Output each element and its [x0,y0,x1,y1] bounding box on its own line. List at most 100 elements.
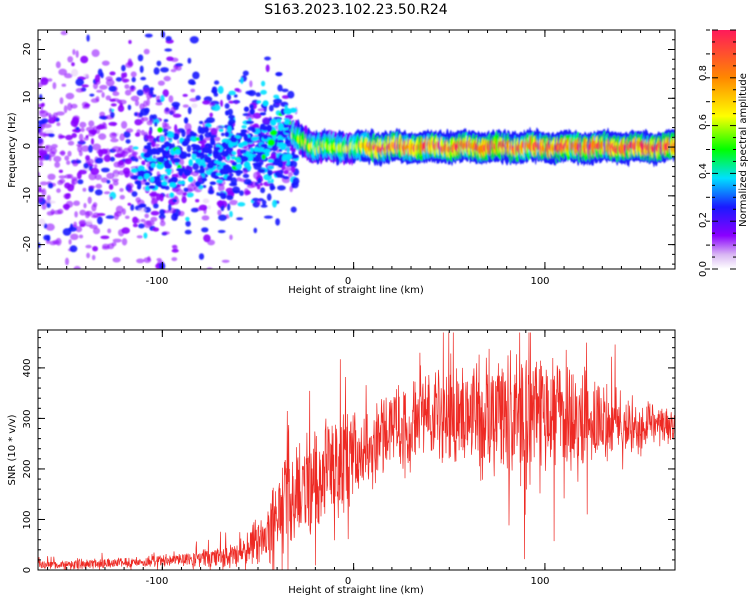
heatmap-cell [199,152,204,160]
snr-series-line [38,332,675,570]
heatmap-cell [270,185,276,190]
heatmap-cell [59,151,66,155]
heatmap-cell [52,210,62,215]
heatmap-cell [156,147,165,153]
heatmap-cell [205,158,212,164]
heatmap-cell [181,167,186,173]
heatmap-cell [96,150,103,154]
snr-ytick-label: 0 [22,567,33,573]
heatmap-cell [94,74,101,83]
heatmap-cell [236,217,244,221]
heatmap-cell [67,140,75,146]
heatmap-cell [186,144,192,153]
heatmap-cell [125,215,130,219]
heatmap-cell [277,124,284,131]
heatmap-cell [277,84,283,92]
heatmap-cell [62,203,70,210]
heatmap-cell [284,166,292,172]
heatmap-cell [213,146,221,151]
heatmap-cell [80,55,89,64]
heatmap-cell [65,134,73,141]
heatmap-cell [57,133,63,140]
heatmap-cell [226,194,234,201]
heatmap-cell [207,205,211,210]
heatmap-cell [136,129,141,134]
heatmap-cell [146,98,150,107]
heatmap-cell [152,114,158,120]
heatmap-cell [153,203,159,209]
heatmap-cell [260,143,268,148]
heatmap-xtick-label: 0 [345,276,351,287]
snr-panel: -100 0 100 0 100 200 300 400 Height of s… [7,329,676,596]
heatmap-cell [291,154,299,159]
heatmap-cell [44,129,54,134]
heatmap-cell [190,136,198,142]
heatmap-cell [242,70,249,76]
heatmap-cell [40,151,48,157]
heatmap-cell [195,158,201,164]
heatmap-xtick-label: 100 [530,276,549,287]
heatmap-cell [94,189,103,196]
heatmap-cell [226,175,233,181]
heatmap-cell [218,128,224,132]
heatmap-cell [184,229,192,235]
heatmap-cell [137,54,144,62]
heatmap-cell [199,120,204,125]
snr-ytick-label: 300 [22,409,33,428]
heatmap-cell [251,128,256,133]
heatmap-cell [50,209,55,215]
heatmap-cell [225,110,230,116]
heatmap-cell [214,80,220,85]
heatmap-cell [119,188,124,192]
snr-ytick-label: 400 [22,358,33,377]
heatmap-cell [143,131,149,140]
heatmap-cell [101,167,110,173]
heatmap-cell [208,131,212,136]
heatmap-cell [121,72,125,80]
heatmap-cell [39,103,44,111]
heatmap-cell [112,122,117,127]
heatmap-cell [125,128,134,133]
heatmap-cell [105,76,113,82]
snr-ytick-label: 100 [22,510,33,529]
heatmap-cell [59,97,64,105]
heatmap-cell [144,173,150,180]
heatmap-cell [275,218,280,226]
heatmap-cell [156,60,162,67]
heatmap-cell [90,138,95,145]
heatmap-cell [75,126,80,131]
heatmap-cell [216,200,225,207]
heatmap-cell [39,110,49,118]
heatmap-cell [51,144,58,149]
colorbar-tick-label: 0.6 [698,114,709,130]
heatmap-cell [187,183,196,192]
heatmap-cell [66,160,71,165]
heatmap-cell [292,177,300,185]
heatmap-cell [73,265,81,269]
heatmap-cell [171,244,177,249]
heatmap-cell [124,84,130,89]
heatmap-cell [202,100,211,105]
heatmap-cell [272,199,277,208]
heatmap-cell [146,144,152,151]
heatmap-cell [288,171,293,178]
heatmap-cell [242,173,250,179]
heatmap-cell [240,77,244,85]
heatmap-cell [224,103,230,109]
heatmap-cell [187,57,192,64]
heatmap-cell [163,75,171,82]
heatmap-blobs [38,30,675,269]
heatmap-cell [79,121,87,128]
heatmap-ytick-label: 20 [22,43,33,56]
heatmap-cell [263,215,273,219]
heatmap-cell [134,119,143,126]
heatmap-cell [58,68,68,76]
heatmap-cell [246,143,255,147]
heatmap-cell [151,140,156,148]
heatmap-cell [231,151,237,156]
heatmap-cell [67,174,74,179]
heatmap-cell [267,165,275,170]
colorbar-tick-marks [706,29,736,270]
heatmap-cell [75,50,79,58]
